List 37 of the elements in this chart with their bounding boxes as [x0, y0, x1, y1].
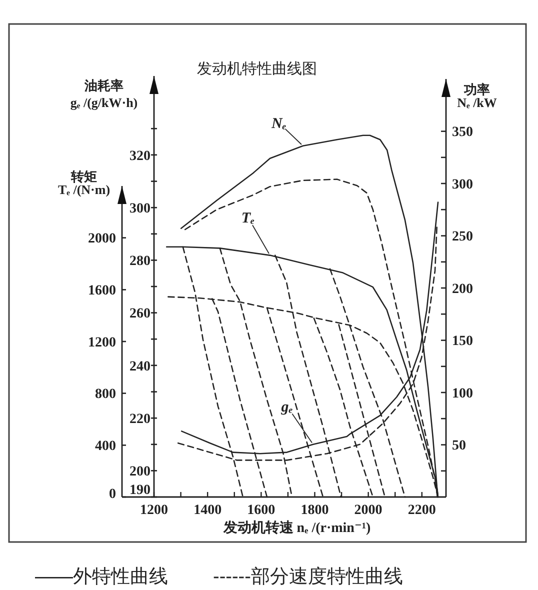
x-tick-label: 1400: [194, 502, 222, 518]
y2-tick-label: 50: [452, 438, 466, 454]
y3-tick-label: 2000: [88, 232, 116, 247]
y2-tick-label: 250: [452, 230, 473, 245]
y2-tick-label: 350: [452, 125, 473, 140]
y3-tick-label: 800: [95, 387, 116, 402]
y3-axis-title: 转矩 Tₑ /(N·m): [58, 169, 110, 198]
y-tick-label: 280: [130, 254, 150, 270]
y-tick-label: 240: [130, 359, 150, 374]
y-tick-label: 320: [130, 148, 150, 164]
x-axis-title: 发动机转速 nₑ /(r·min⁻¹): [222, 520, 372, 536]
y3-tick-label: 1600: [88, 284, 116, 299]
x-tick-label: 1200: [140, 502, 168, 518]
y3-tick-label: 400: [95, 439, 116, 454]
y2-tick-label: 150: [452, 334, 473, 350]
y-tick-label: 260: [130, 306, 150, 322]
x-tick-label: 2000: [354, 502, 382, 518]
y2-tick-label: 100: [452, 386, 473, 402]
y-tick-label: 300: [130, 202, 150, 216]
y-tick-label: 220: [130, 412, 150, 427]
y2-tick-label: 200: [452, 282, 473, 297]
y-axis-title: 油耗率 gₑ /(g/kW·h): [70, 78, 138, 110]
y2-axis-title: 功率 Nₑ /kW: [457, 82, 497, 110]
x-tick-label: 2200: [408, 502, 436, 518]
text: ——外特性曲线: [35, 566, 168, 588]
x-tick-label: 1600: [247, 502, 276, 518]
y3-tick-label: 1200: [88, 335, 116, 350]
chart-title: 发动机特性曲线图: [197, 60, 317, 78]
series-label: Tₑ: [241, 210, 255, 227]
y-tick-label: 190: [130, 482, 150, 498]
y3-tick-label: 0: [109, 486, 116, 502]
text: ------部分速度特性曲线: [213, 566, 403, 588]
text: gₑ: [280, 400, 293, 416]
y-tick-label: 200: [130, 464, 150, 480]
series-label: Nₑ: [270, 116, 286, 132]
y2-tick-label: 300: [452, 177, 473, 192]
x-tick-label: 1800: [300, 502, 329, 518]
